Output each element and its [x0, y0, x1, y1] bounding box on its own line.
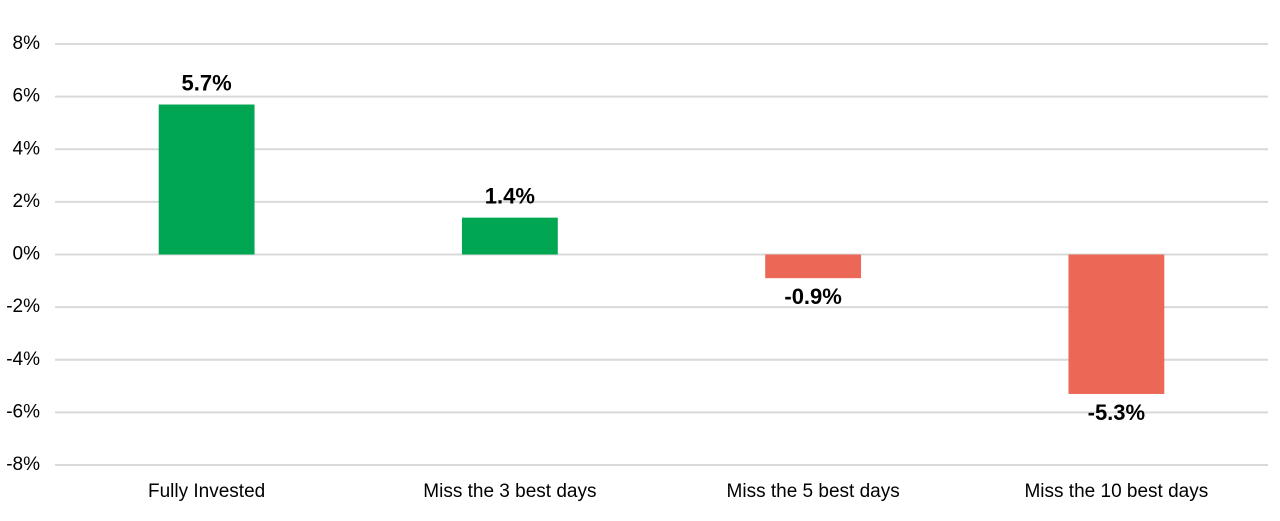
value-label: -0.9% — [784, 284, 841, 309]
y-tick-label: -6% — [6, 401, 40, 422]
value-label: -5.3% — [1088, 400, 1145, 425]
x-tick-label: Fully Invested — [148, 481, 265, 502]
value-label: 5.7% — [182, 70, 232, 95]
y-tick-label: -2% — [6, 296, 40, 317]
y-tick-label: 4% — [13, 138, 41, 159]
y-tick-label: -4% — [6, 349, 40, 370]
x-tick-label: Miss the 5 best days — [727, 481, 900, 502]
bar — [765, 254, 862, 279]
y-tick-label: 0% — [13, 244, 41, 265]
x-tick-label: Miss the 10 best days — [1024, 481, 1208, 502]
value-label: 1.4% — [485, 183, 535, 208]
y-tick-label: -8% — [6, 454, 40, 475]
y-tick-label: 6% — [13, 86, 41, 107]
y-tick-label: 8% — [13, 33, 41, 54]
bar — [1068, 254, 1165, 394]
y-tick-label: 2% — [13, 191, 41, 212]
x-tick-label: Miss the 3 best days — [423, 481, 596, 502]
bar — [158, 104, 255, 255]
bar — [461, 217, 558, 255]
